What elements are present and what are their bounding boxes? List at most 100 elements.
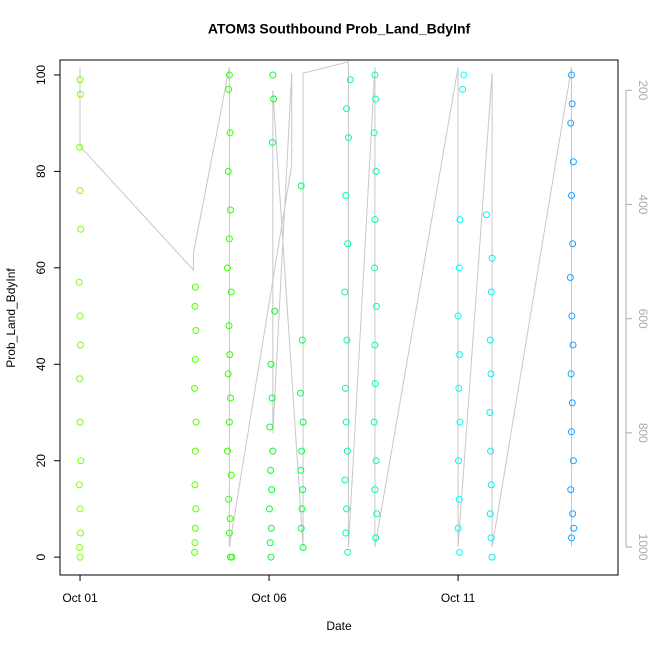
point	[225, 322, 233, 330]
point	[227, 394, 234, 402]
point	[298, 505, 306, 513]
point	[77, 457, 85, 465]
point	[342, 529, 350, 537]
point	[372, 167, 380, 175]
point	[269, 71, 277, 79]
point	[191, 384, 199, 392]
y-axis-label: Prob_Land_BdyInf	[4, 268, 18, 368]
point	[227, 471, 235, 479]
y2-tick-label: 200	[636, 80, 650, 100]
point	[225, 85, 233, 93]
point	[455, 495, 463, 503]
point	[455, 384, 463, 392]
point	[488, 553, 496, 561]
point	[570, 524, 578, 532]
y-tick-label: 60	[34, 261, 48, 275]
x-tick-label: Oct 11	[441, 591, 476, 605]
point	[370, 418, 378, 426]
x-axis-label: Date	[326, 619, 352, 633]
plot-frame	[59, 59, 619, 576]
point	[226, 129, 234, 137]
point	[298, 447, 306, 455]
point	[268, 138, 276, 146]
point	[566, 273, 574, 281]
point	[75, 278, 83, 286]
point	[268, 486, 276, 494]
point	[76, 375, 84, 383]
point	[265, 505, 273, 513]
point	[568, 428, 575, 436]
point	[191, 524, 199, 532]
point	[267, 360, 275, 368]
point	[298, 336, 306, 344]
point	[487, 447, 495, 455]
chart-title: ATOM3 Southbound Prob_Land_BdyInf	[208, 21, 471, 37]
point	[487, 534, 495, 542]
point	[192, 327, 200, 335]
point	[371, 264, 379, 272]
point	[343, 336, 351, 344]
point	[568, 399, 576, 407]
point	[456, 351, 464, 359]
point	[567, 119, 575, 127]
point	[225, 235, 233, 243]
point	[223, 447, 231, 455]
point	[192, 418, 200, 426]
point	[455, 264, 463, 272]
y2-tick-label: 600	[636, 309, 650, 329]
depth-line	[79, 61, 572, 548]
point	[456, 548, 464, 556]
point	[569, 457, 577, 465]
y2-tick-label: 1000	[636, 534, 650, 561]
point	[486, 336, 494, 344]
point	[76, 187, 84, 195]
point	[344, 240, 352, 248]
point	[191, 481, 199, 489]
point	[371, 380, 379, 388]
point	[567, 370, 575, 378]
point	[344, 548, 352, 556]
y2-tick-label: 400	[636, 194, 650, 214]
point	[226, 515, 234, 523]
point	[346, 76, 354, 84]
point	[459, 85, 467, 93]
point	[371, 486, 379, 494]
point	[488, 254, 496, 262]
point	[456, 216, 464, 224]
point	[76, 341, 84, 349]
point	[370, 129, 378, 137]
point	[76, 312, 84, 320]
y-tick-label: 80	[34, 164, 48, 178]
point	[191, 302, 199, 310]
point	[224, 370, 232, 378]
point	[226, 351, 234, 359]
point	[454, 457, 462, 465]
point	[76, 505, 84, 513]
point	[341, 476, 349, 484]
x-tick-label: Oct 01	[62, 591, 98, 605]
point	[299, 544, 307, 552]
point	[341, 288, 349, 296]
point	[454, 312, 462, 320]
point	[227, 288, 235, 296]
x-tick-label: Oct 06	[251, 591, 287, 605]
point	[191, 283, 199, 291]
y-tick-label: 0	[34, 554, 48, 561]
point	[76, 90, 84, 98]
point	[487, 370, 495, 378]
point	[569, 240, 577, 248]
point	[191, 539, 199, 547]
point	[227, 206, 234, 214]
point	[341, 384, 349, 392]
point	[269, 447, 277, 455]
point	[482, 211, 490, 219]
point	[343, 505, 351, 513]
point	[270, 95, 278, 103]
point	[371, 216, 379, 224]
point	[225, 529, 233, 537]
point	[76, 529, 84, 537]
y-tick-label: 40	[34, 357, 48, 371]
point	[567, 486, 575, 494]
point	[344, 134, 352, 142]
